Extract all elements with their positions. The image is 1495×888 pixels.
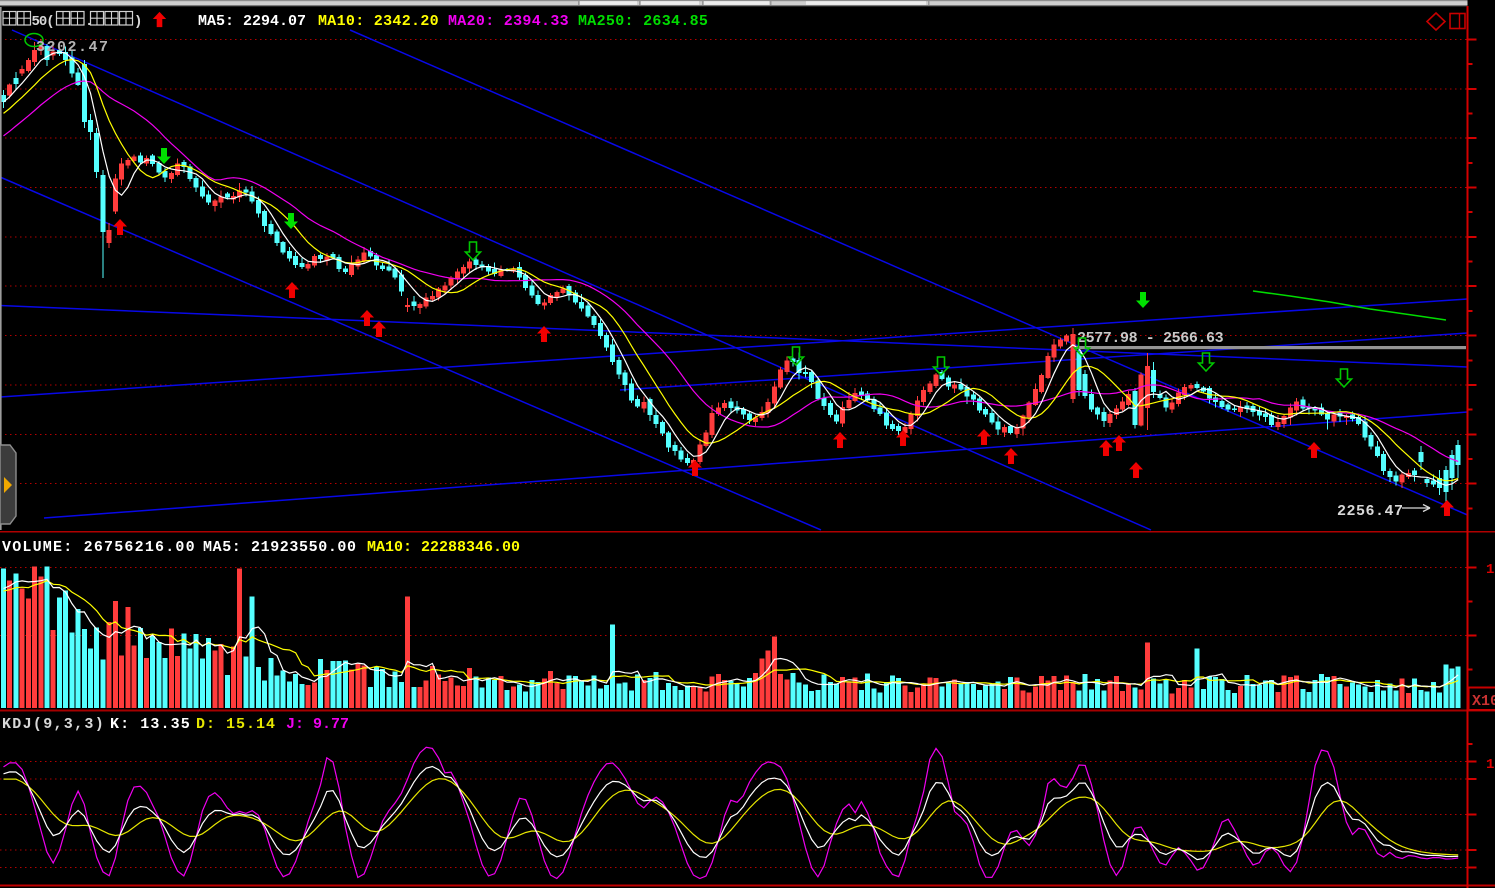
svg-text:VOLUME: 26756216.00: VOLUME: 26756216.00 (2, 539, 196, 556)
svg-text:2256.47: 2256.47 (1337, 503, 1404, 520)
svg-text:KDJ(9,3,3): KDJ(9,3,3) (2, 716, 105, 733)
svg-text:MA5: 21923550.00: MA5: 21923550.00 (203, 539, 357, 556)
svg-text:50(: 50( (32, 14, 54, 30)
svg-text:2577.98 - 2566.63: 2577.98 - 2566.63 (1077, 330, 1224, 347)
svg-text:.: . (85, 14, 93, 30)
svg-text:D: 15.14: D: 15.14 (196, 716, 276, 733)
svg-text:): ) (134, 14, 142, 30)
svg-text:X10: X10 (1472, 693, 1495, 710)
svg-text:MA20: 2394.33: MA20: 2394.33 (448, 13, 569, 30)
svg-text:3202.47: 3202.47 (36, 39, 110, 56)
svg-text:10: 10 (1486, 757, 1495, 773)
svg-text:J: 9.77: J: 9.77 (286, 716, 349, 733)
svg-text:MA10: 22288346.00: MA10: 22288346.00 (367, 539, 520, 556)
svg-text:MA5: 2294.07: MA5: 2294.07 (198, 13, 306, 30)
svg-text:MA10: 2342.20: MA10: 2342.20 (318, 13, 439, 30)
svg-text:10: 10 (1486, 562, 1495, 578)
svg-text:K: 13.35: K: 13.35 (110, 716, 191, 733)
svg-text:MA250: 2634.85: MA250: 2634.85 (578, 13, 708, 30)
